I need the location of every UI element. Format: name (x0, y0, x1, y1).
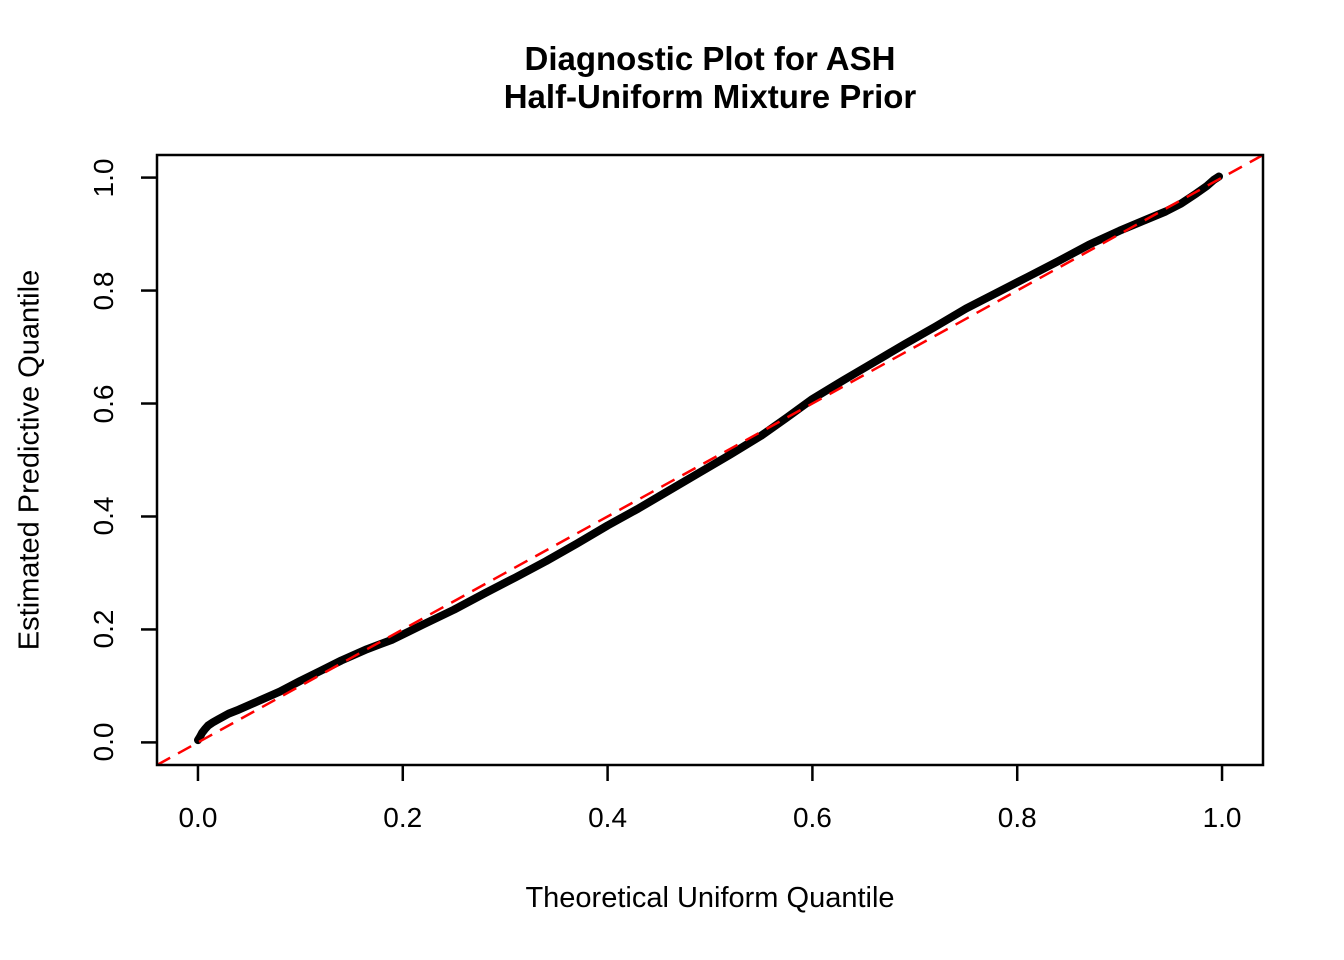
x-tick-label: 0.8 (997, 802, 1037, 833)
plot-box (155, 153, 1265, 767)
x-tick-label: 1.0 (1202, 802, 1242, 833)
y-tick-label: 0.2 (88, 609, 119, 649)
x-tick-label: 0.6 (792, 802, 832, 833)
plot-title-line-1: Diagnostic Plot for ASH (524, 40, 896, 77)
y-axis-title-text: Estimated Predictive Quantile (13, 269, 46, 651)
y-tick-label: 0.6 (88, 384, 119, 423)
y-tick-label: 1.0 (88, 158, 119, 198)
x-tick-label: 0.4 (588, 802, 628, 833)
qq-curve (194, 172, 1223, 745)
reference-line (156, 153, 1264, 767)
y-tick-label: 0.8 (88, 271, 119, 311)
x-tick-label: 0.0 (178, 802, 218, 833)
y-tick-label: 0.4 (88, 497, 119, 536)
y-tick-label: 0.0 (88, 722, 119, 762)
x-tick-label: 0.2 (383, 802, 423, 833)
x-axis-title: Theoretical Uniform Quantile (525, 882, 895, 914)
plot-title: Diagnostic Plot for ASH Half-Uniform Mix… (157, 40, 1263, 116)
plot-title-line-2: Half-Uniform Mixture Prior (503, 78, 917, 115)
